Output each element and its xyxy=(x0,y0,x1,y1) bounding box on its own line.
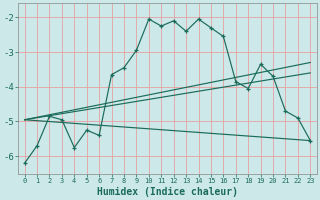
X-axis label: Humidex (Indice chaleur): Humidex (Indice chaleur) xyxy=(97,186,238,197)
